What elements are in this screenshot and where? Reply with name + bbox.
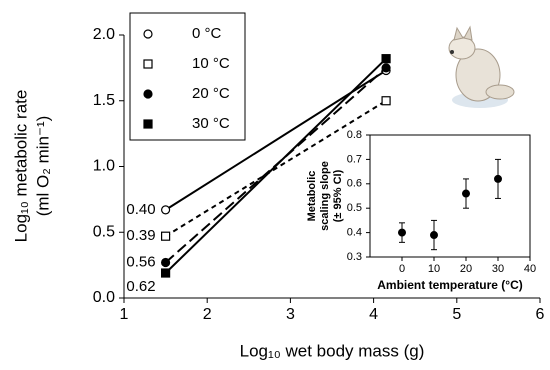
y-axis-label: (ml O₂ min⁻¹): [33, 116, 52, 217]
data-point: [381, 96, 391, 106]
slope-annotation: 0.56: [126, 253, 155, 270]
series-line: [164, 57, 387, 274]
y-tick-label: 0.5: [347, 202, 362, 214]
y-tick-label: 1.5: [93, 92, 115, 109]
y-tick-label: 0.0: [93, 289, 115, 306]
y-axis-label: (± 95% CI): [332, 169, 344, 222]
legend-label: 20 °C: [192, 85, 230, 102]
y-axis-label: scaling slope: [319, 161, 331, 231]
legend-label: 10 °C: [192, 55, 230, 72]
fox-illustration: [448, 25, 515, 108]
y-tick-label: 0.7: [347, 153, 362, 165]
x-tick-label: 20: [460, 263, 472, 275]
legend-label: 30 °C: [192, 115, 230, 132]
legend-marker: [143, 29, 153, 39]
x-tick-label: 1: [120, 306, 129, 323]
x-tick-label: 6: [536, 306, 545, 323]
y-tick-label: 2.0: [93, 26, 115, 43]
series-line: [165, 99, 387, 238]
y-axis-label: Log₁₀ metabolic rate: [11, 90, 30, 243]
y-tick-label: 0.4: [347, 227, 362, 239]
data-point: [161, 205, 171, 215]
x-tick-label: 30: [492, 263, 504, 275]
legend-marker: [143, 59, 153, 69]
data-point: [161, 268, 171, 278]
x-tick-label: 40: [524, 263, 536, 275]
legend-label: 0 °C: [192, 25, 222, 42]
slope-annotation: 0.40: [126, 201, 155, 218]
y-tick-label: 0.5: [93, 223, 115, 240]
data-point: [161, 257, 171, 268]
x-tick-label: 0: [399, 263, 405, 275]
legend-box: [129, 12, 246, 141]
y-tick-label: 0.3: [347, 251, 362, 263]
x-axis-label: Ambient temperature (°C): [377, 278, 522, 292]
data-point: [462, 189, 470, 198]
data-point: [430, 231, 438, 240]
x-axis-label: Log₁₀ wet body mass (g): [240, 341, 425, 360]
data-point: [494, 174, 502, 183]
legend-marker: [143, 89, 153, 99]
y-tick-label: 0.6: [347, 178, 362, 190]
legend-marker: [143, 119, 153, 129]
slope-annotation: 0.39: [126, 227, 155, 244]
x-tick-label: 10: [428, 263, 440, 275]
data-point: [381, 54, 391, 64]
data-point: [161, 231, 171, 241]
x-tick-label: 4: [369, 306, 378, 323]
x-tick-label: 3: [286, 306, 295, 323]
y-tick-label: 1.0: [93, 158, 115, 175]
x-tick-label: 5: [452, 306, 461, 323]
inset-frame: [369, 134, 531, 258]
data-point: [381, 63, 391, 73]
x-tick-label: 2: [203, 306, 212, 323]
slope-annotation: 0.62: [126, 278, 155, 295]
y-axis-label: Metabolic: [306, 171, 318, 222]
y-tick-label: 0.8: [347, 129, 362, 141]
data-point: [398, 228, 406, 237]
